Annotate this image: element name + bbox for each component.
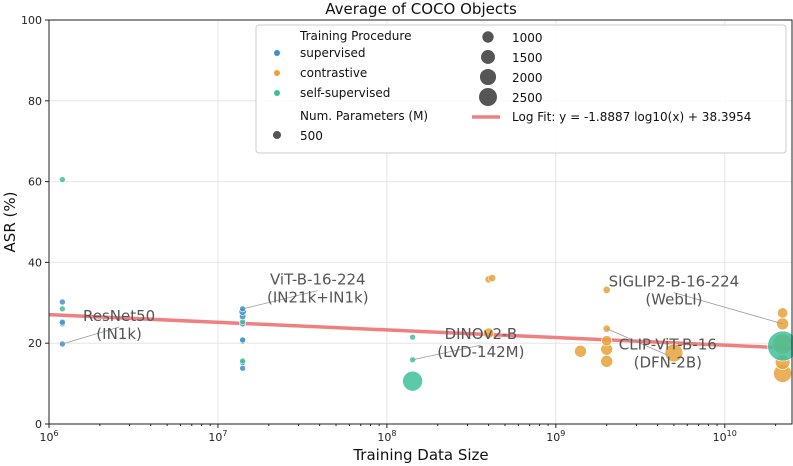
legend: Training Procedure supervised contrastive s… [255,24,787,154]
annotation-dataset: (LVD-142M) [437,343,524,361]
x-tick-label: 106 [39,429,58,444]
legend-size-marker [272,130,282,140]
x-tick-label: 109 [546,429,565,444]
y-axis-title: ASR (%) [1,192,19,253]
annotation-layer: ResNet50(IN1k) ViT-B-16-224(IN21k+IN1k) DI… [62,271,783,371]
legend-size-label: 2000 [512,71,543,85]
legend-fit-label: Log Fit: y = -1.8887 log10(x) + 38.3954 [512,110,751,124]
legend-label-contrastive: contrastive [300,66,367,80]
point-contrastive [600,355,613,368]
legend-marker-supervised [274,50,280,56]
y-tick-label: 40 [28,256,42,269]
annotation-name: DINOv2-B [445,325,518,343]
point-supervised [239,336,246,344]
point-contrastive [664,343,684,363]
annotation-name: ResNet50 [83,307,155,325]
annotation-name: SIGLIP2-B-16-224 [609,273,740,291]
x-tick-exponent: 8 [391,429,396,438]
x-tick-label: 108 [377,429,396,444]
legend-size-marker [481,50,495,64]
legend-size-marker [479,88,497,106]
point-supervised [239,364,246,372]
legend-box [255,24,787,154]
point-contrastive [601,335,613,347]
point-self-supervised [239,357,246,365]
point-self-supervised [59,176,66,183]
x-tick-exponent: 7 [222,429,227,438]
annotation-dataset: (IN1k) [96,325,142,343]
point-contrastive [483,327,495,339]
point-self-supervised [402,370,423,392]
x-tick-base: 10 [208,431,222,444]
point-contrastive [488,274,497,283]
legend-size-marker [482,31,494,43]
y-tick-label: 20 [28,337,42,350]
annotation-dataset: (WebLI) [645,291,702,309]
point-self-supervised [409,333,416,341]
fit-line [48,312,793,350]
x-tick-base: 10 [377,431,391,444]
point-self-supervised [59,305,66,313]
legend-size-label: 1500 [512,51,543,65]
legend-label-supervised: supervised [300,46,365,60]
legend-procedure-title: Training Procedure [299,29,411,43]
point-contrastive [602,285,611,294]
x-tick-base: 10 [39,431,53,444]
annotation-arrow [242,290,318,310]
x-tick-base: 10 [546,431,560,444]
legend-label-self-supervised: self-supervised [300,86,390,100]
point-contrastive [777,307,789,319]
legend-size-label: 1000 [512,31,543,45]
legend-marker-self-supervised [274,90,280,96]
annotation-dataset: (DFN-2B) [634,353,702,371]
annotation-arrow [62,326,120,345]
plot-frame [48,19,793,425]
annotation-arrow [673,292,783,325]
y-tick-label: 100 [21,14,42,27]
y-tick-label: 60 [28,176,42,189]
annotation-arrow [412,344,481,361]
point-contrastive [574,344,587,358]
annotation-dataset: (IN21k+IN1k) [267,289,369,307]
annotation-arrow [606,328,668,356]
legend-size-label: 2500 [512,91,543,105]
x-tick-exponent: 9 [560,429,565,438]
x-tick-exponent: 6 [53,429,58,438]
chart-title: Average of COCO Objects [325,0,517,18]
y-tick-label: 0 [35,418,42,431]
y-tick-label: 80 [28,95,42,108]
legend-size-label: 500 [300,129,323,143]
point-contrastive [602,324,611,333]
x-axis-title: Training Data Size [352,446,488,464]
x-tick-label: 1010 [713,429,737,444]
fit-layer [48,312,793,350]
points-layer [59,176,793,392]
annotation-name: CLIP-ViT-B-16 [619,335,717,353]
point-supervised [59,340,66,348]
legend-marker-contrastive [274,70,280,76]
legend-size-marker [479,68,497,86]
point-supervised [59,318,66,326]
annotation-name: ViT-B-16-224 [270,271,366,289]
point-self-supervised [767,330,793,362]
legend-size-title: Num. Parameters (M) [300,109,428,123]
x-tick-exponent: 10 [727,429,737,438]
x-tick-label: 107 [208,429,227,444]
x-tick-base: 10 [713,431,727,444]
point-supervised [59,298,66,306]
